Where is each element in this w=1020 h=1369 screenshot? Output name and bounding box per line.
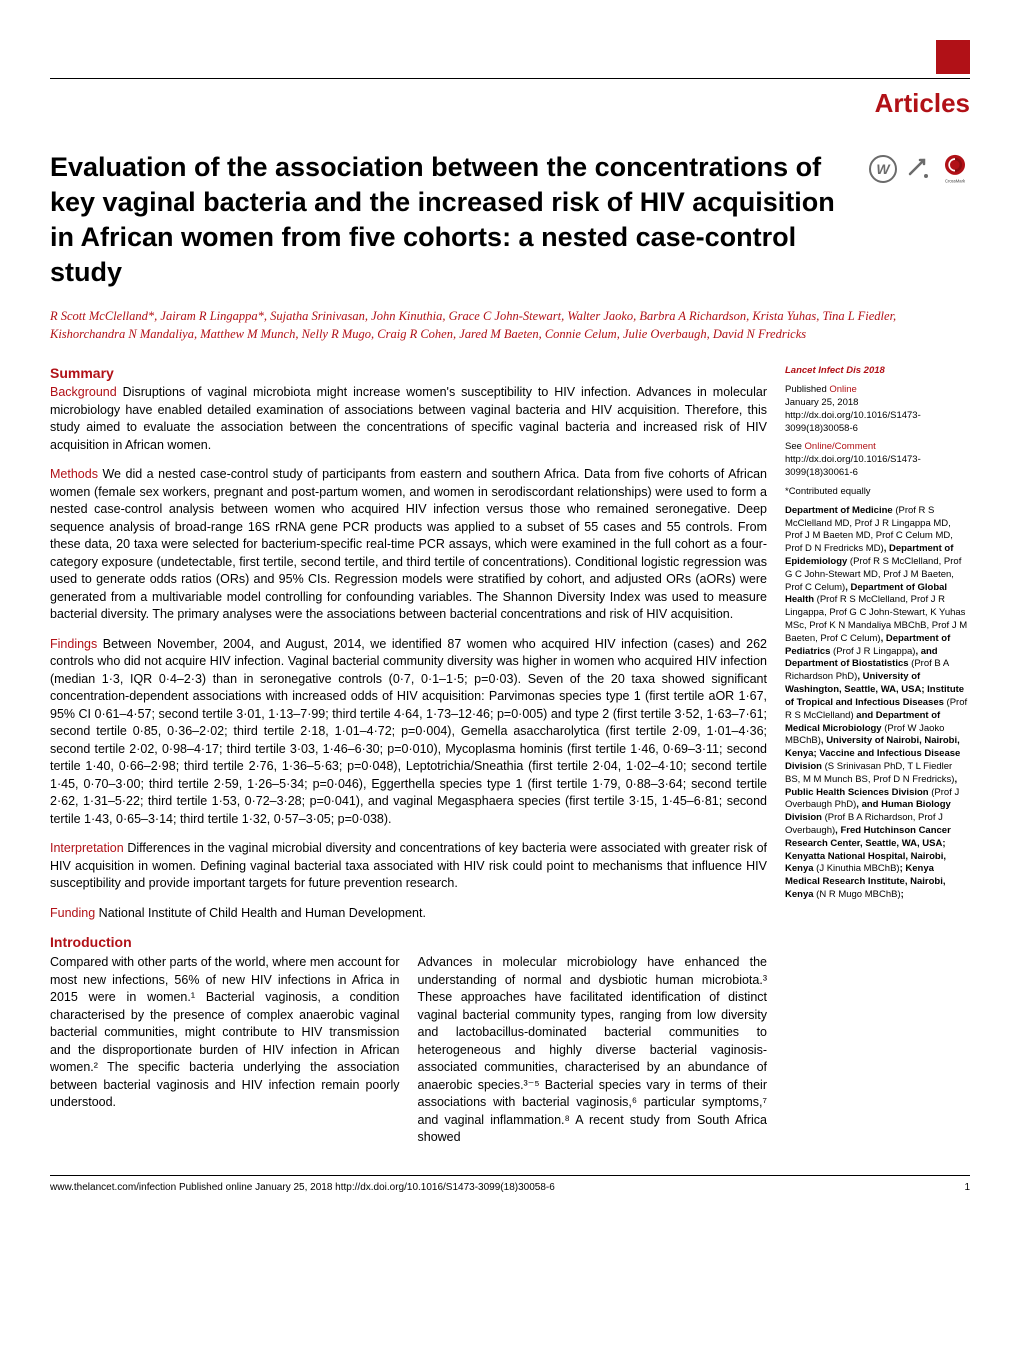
page-number: 1: [964, 1182, 970, 1193]
crossmark-icon: CrossMark: [940, 154, 970, 184]
sidebar: Lancet Infect Dis 2018 Published OnlineJ…: [785, 365, 970, 1147]
journal-brand-block: [936, 40, 970, 74]
summary-background: Background Disruptions of vaginal microb…: [50, 384, 767, 454]
doi-link-1[interactable]: http://dx.doi.org/10.1016/S1473-3099(18)…: [785, 410, 921, 434]
contributed-equally: *Contributed equally: [785, 486, 970, 499]
methods-label: Methods: [50, 467, 98, 481]
see-comment: See Online/Commenthttp://dx.doi.org/10.1…: [785, 441, 970, 479]
section-label: Articles: [875, 88, 970, 119]
introduction-heading: Introduction: [50, 934, 767, 950]
funding-text: National Institute of Child Health and H…: [95, 906, 426, 920]
summary-heading: Summary: [50, 365, 767, 381]
svg-text:CrossMark: CrossMark: [945, 178, 966, 183]
summary-block: Summary Background Disruptions of vagina…: [50, 365, 767, 922]
funding-label: Funding: [50, 906, 95, 920]
footer-citation: www.thelancet.com/infection Published on…: [50, 1182, 555, 1193]
main-column: Summary Background Disruptions of vagina…: [50, 365, 767, 1147]
intro-col-2: Advances in molecular microbiology have …: [418, 954, 768, 1147]
methods-text: We did a nested case-control study of pa…: [50, 467, 767, 621]
affiliation: Department of Medicine (Prof R S McClell…: [785, 505, 970, 902]
article-title: Evaluation of the association between th…: [50, 150, 848, 290]
summary-findings: Findings Between November, 2004, and Aug…: [50, 636, 767, 829]
page-footer: www.thelancet.com/infection Published on…: [50, 1175, 970, 1193]
background-text: Disruptions of vaginal microbiota might …: [50, 385, 767, 452]
page: Articles Evaluation of the association b…: [0, 0, 1020, 1223]
summary-methods: Methods We did a nested case-control stu…: [50, 466, 767, 624]
interpretation-label: Interpretation: [50, 841, 124, 855]
svg-text:W: W: [876, 161, 891, 177]
publication-info: Published OnlineJanuary 25, 2018http://d…: [785, 384, 970, 435]
findings-label: Findings: [50, 637, 97, 651]
summary-interpretation: Interpretation Differences in the vagina…: [50, 840, 767, 893]
summary-funding: Funding National Institute of Child Heal…: [50, 905, 767, 923]
title-block: Evaluation of the association between th…: [50, 150, 970, 290]
author-list: R Scott McClelland*, Jairam R Lingappa*,…: [50, 308, 970, 343]
journal-name: Lancet Infect Dis 2018: [785, 365, 885, 376]
doi-link-2[interactable]: http://dx.doi.org/10.1016/S1473-3099(18)…: [785, 454, 921, 478]
link-icon: [904, 154, 934, 184]
open-access-icon: W: [868, 154, 898, 184]
header: Articles: [50, 40, 970, 90]
header-rule: [50, 78, 970, 79]
content-columns: Summary Background Disruptions of vagina…: [50, 365, 970, 1147]
background-label: Background: [50, 385, 117, 399]
article-badges: W CrossMark: [868, 150, 970, 184]
interpretation-text: Differences in the vaginal microbial div…: [50, 841, 767, 890]
introduction-columns: Compared with other parts of the world, …: [50, 954, 767, 1147]
intro-col-1: Compared with other parts of the world, …: [50, 954, 400, 1147]
findings-text: Between November, 2004, and August, 2014…: [50, 637, 767, 826]
